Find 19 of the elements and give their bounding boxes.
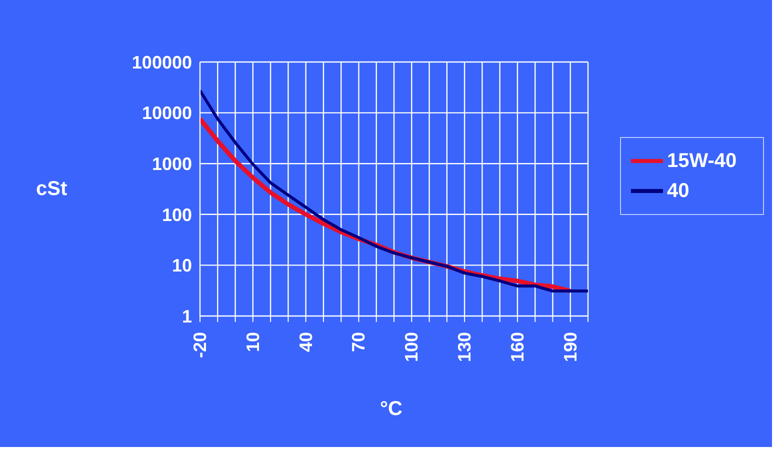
x-tick-label: 10 [242,332,263,352]
x-axis-title: °C [380,398,402,421]
x-tick-label: 100 [402,332,422,362]
y-tick-label: 100 [162,204,192,225]
y-tick-label: 100000 [132,52,192,72]
y-tick-label: 1 [182,306,192,326]
y-tick-label: 1000 [152,154,192,174]
x-tick-label: 70 [348,332,369,352]
y-tick-label: 10 [172,256,192,276]
x-tick-label: -20 [190,332,210,358]
x-tick-label: 40 [296,332,316,352]
y-tick-label: 10000 [142,103,192,124]
x-tick-label: 160 [507,332,528,362]
legend-label: 15W-40 [667,150,737,172]
legend-label: 40 [667,180,690,202]
x-tick-label: 190 [560,332,580,362]
line-series [200,88,588,293]
y-axis-title: cSt [36,178,68,201]
x-tick-label: 130 [454,332,475,362]
